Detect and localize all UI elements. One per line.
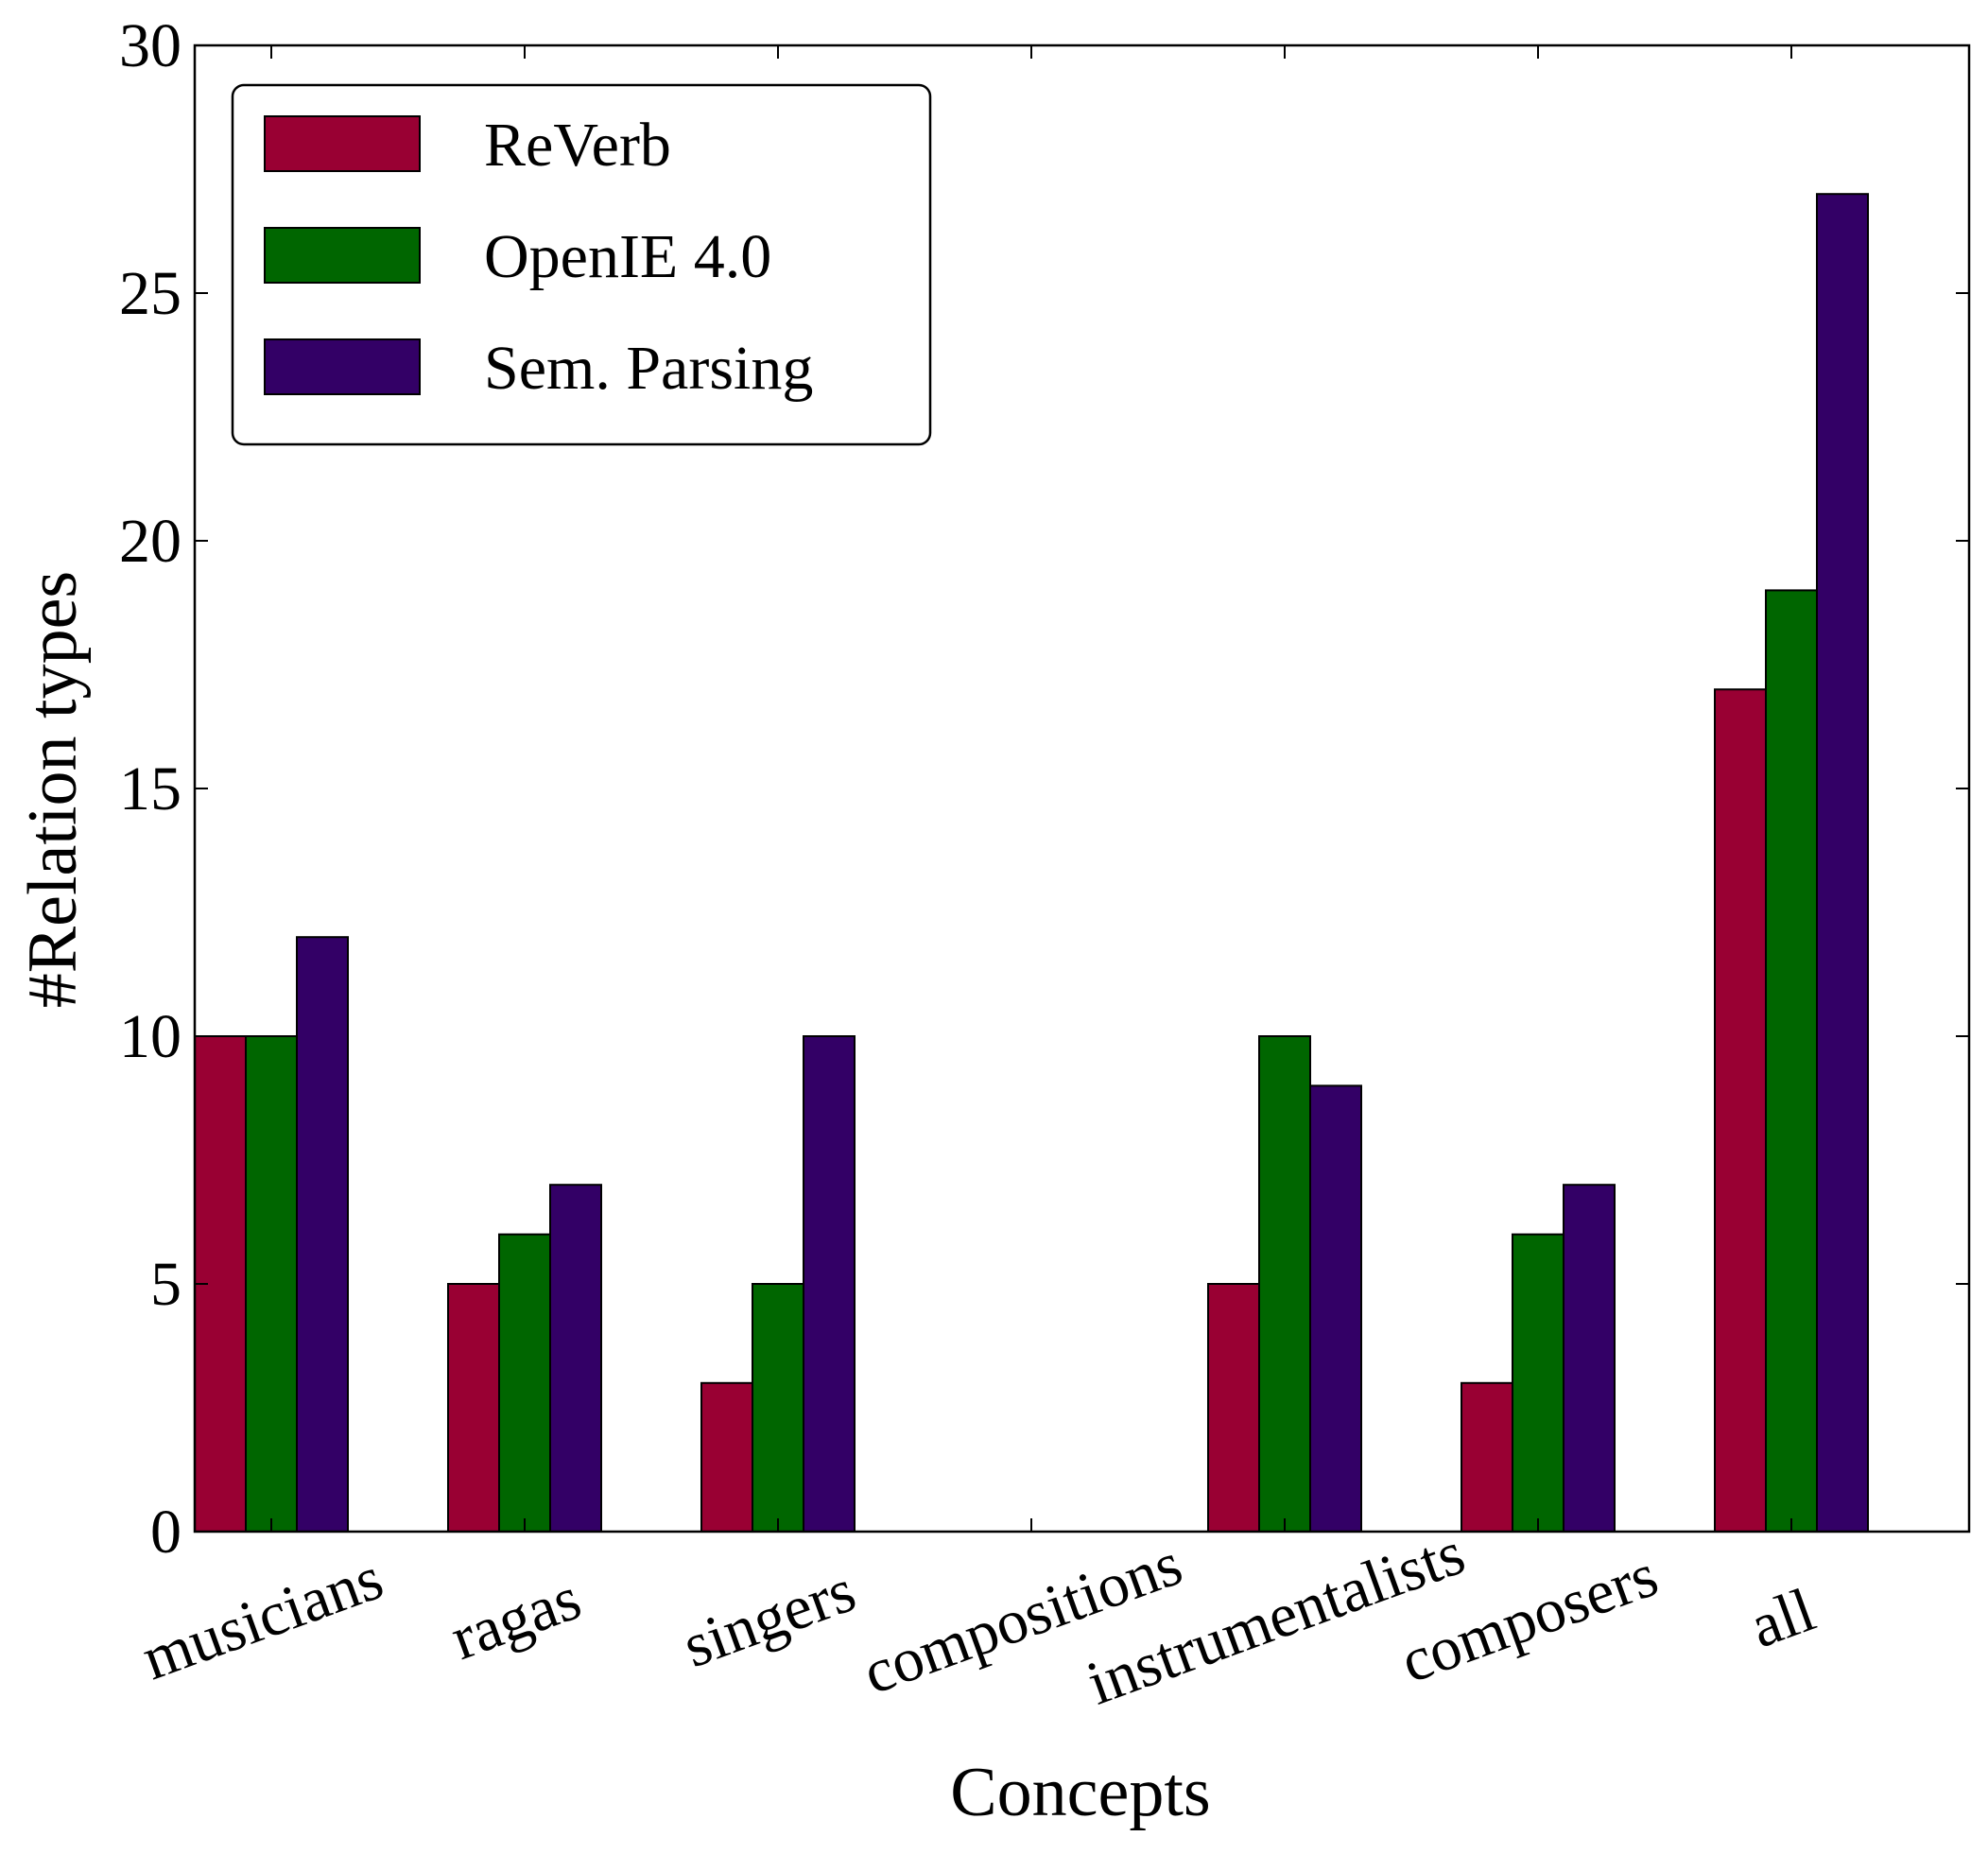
legend-swatch-sem-parsing: [264, 338, 421, 395]
bar-composers-openie-4-0: [1512, 1233, 1564, 1533]
legend: ReVerb OpenIE 4.0 Sem. Parsing: [231, 83, 932, 446]
legend-label: OpenIE 4.0: [484, 222, 771, 291]
y-tick-label: 20: [119, 507, 182, 576]
y-tick-label: 15: [119, 754, 182, 823]
legend-swatch-openie-4-0: [264, 227, 421, 284]
bar-musicians-sem-parsing: [296, 936, 349, 1533]
bar-ragas-reverb: [447, 1283, 500, 1533]
bar-composers-sem-parsing: [1563, 1184, 1616, 1533]
bars-layer: [194, 193, 1869, 1533]
y-tick-label: 25: [119, 259, 182, 328]
bar-all-openie-4-0: [1765, 589, 1818, 1533]
bar-instrumentalists-reverb: [1207, 1283, 1260, 1533]
bar-musicians-openie-4-0: [245, 1035, 298, 1533]
legend-label: Sem. Parsing: [484, 334, 813, 403]
x-tick-label-all: all: [1741, 1575, 1824, 1661]
bar-instrumentalists-openie-4-0: [1258, 1035, 1311, 1533]
bar-singers-openie-4-0: [752, 1283, 804, 1533]
legend-label: ReVerb: [484, 111, 671, 180]
x-tick-label-ragas: ragas: [442, 1564, 590, 1673]
y-tick-label: 5: [150, 1250, 182, 1319]
bar-ragas-openie-4-0: [498, 1233, 551, 1533]
bar-composers-reverb: [1461, 1381, 1513, 1533]
bar-all-sem-parsing: [1816, 193, 1869, 1533]
bar-singers-sem-parsing: [803, 1035, 856, 1533]
x-tick-label-singers: singers: [674, 1556, 864, 1682]
y-tick-label: 10: [119, 1002, 182, 1071]
bar-all-reverb: [1714, 688, 1767, 1533]
y-axis-label: #Relation types: [14, 571, 92, 1008]
bar-singers-reverb: [700, 1381, 753, 1533]
y-tick-label: 30: [119, 11, 182, 80]
bar-ragas-sem-parsing: [549, 1184, 602, 1533]
y-tick-label: 0: [150, 1498, 182, 1567]
bar-instrumentalists-sem-parsing: [1309, 1084, 1362, 1533]
legend-swatch-reverb: [264, 115, 421, 172]
x-axis-label: Concepts: [950, 1754, 1210, 1831]
